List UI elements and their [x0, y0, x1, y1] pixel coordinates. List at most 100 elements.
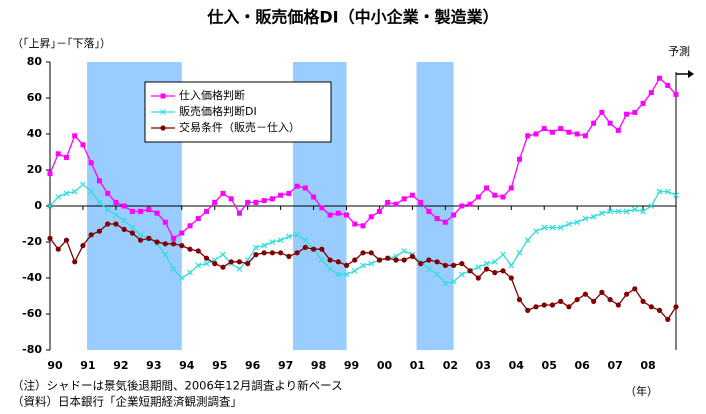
marker: [352, 257, 358, 263]
marker: [105, 190, 111, 196]
marker: [491, 258, 498, 265]
marker: [599, 109, 605, 115]
marker: [269, 239, 276, 245]
marker: [516, 297, 523, 303]
marker: [549, 302, 556, 308]
marker: [615, 127, 621, 133]
marker: [624, 111, 630, 117]
marker: [582, 133, 588, 139]
marker: [195, 216, 201, 222]
marker: [385, 255, 391, 261]
marker: [533, 131, 539, 137]
marker: [640, 298, 646, 304]
marker: [376, 257, 383, 263]
marker: [154, 239, 160, 245]
y-tick-label: -60: [22, 307, 42, 320]
marker: [623, 291, 630, 297]
marker: [590, 213, 597, 220]
marker: [475, 194, 481, 200]
marker: [656, 307, 663, 313]
marker: [203, 255, 210, 261]
marker: [220, 264, 226, 270]
y-tick-label: 20: [27, 163, 43, 176]
marker: [203, 260, 210, 267]
marker: [426, 208, 432, 214]
marker: [228, 196, 234, 202]
marker: [121, 217, 128, 224]
y-tick-label: 40: [27, 127, 43, 140]
marker: [582, 291, 588, 297]
marker: [220, 251, 226, 258]
marker: [541, 302, 547, 308]
marker: [88, 160, 94, 166]
marker: [393, 257, 399, 263]
x-tick-label: 08: [640, 359, 655, 372]
marker: [598, 210, 605, 217]
marker: [277, 237, 284, 244]
legend-marker: [160, 93, 166, 99]
marker: [631, 206, 638, 213]
x-tick-label: 92: [113, 359, 128, 372]
marker: [253, 252, 259, 258]
marker: [665, 82, 671, 88]
legend-marker: [160, 125, 166, 131]
marker: [162, 241, 168, 247]
marker: [285, 233, 292, 240]
marker: [434, 271, 441, 278]
marker: [261, 242, 268, 249]
marker: [632, 109, 638, 115]
annotation: （注）シャドーは景気後退期間、2006年12月調査より新ベース: [12, 379, 343, 393]
marker: [113, 221, 119, 227]
marker: [302, 185, 308, 191]
marker: [253, 199, 259, 205]
marker: [558, 126, 564, 132]
marker: [236, 266, 243, 272]
marker: [269, 250, 275, 256]
marker: [632, 286, 638, 292]
marker: [607, 208, 614, 215]
marker: [385, 199, 391, 205]
marker: [664, 188, 671, 195]
legend-label: 交易条件（販売－仕入）: [179, 120, 300, 134]
marker: [508, 262, 515, 269]
marker: [88, 188, 95, 195]
y-tick-label: 0: [34, 199, 42, 212]
marker: [500, 194, 506, 200]
y-tick-label: -80: [22, 343, 42, 356]
marker: [401, 257, 407, 263]
marker: [492, 270, 498, 276]
marker: [591, 120, 597, 126]
marker: [368, 260, 375, 267]
marker: [673, 304, 679, 310]
marker: [442, 262, 448, 268]
marker: [319, 246, 325, 252]
marker: [278, 250, 284, 256]
marker: [121, 226, 127, 232]
marker: [434, 216, 440, 222]
marker: [549, 224, 556, 231]
marker: [640, 208, 646, 215]
marker: [524, 237, 531, 244]
marker: [72, 133, 78, 139]
marker: [121, 203, 127, 209]
y-tick-label: -40: [22, 271, 42, 284]
marker: [335, 259, 341, 265]
marker: [409, 253, 416, 259]
marker: [360, 250, 366, 256]
marker: [47, 203, 53, 209]
marker: [171, 235, 177, 241]
marker: [187, 269, 193, 276]
marker: [55, 151, 61, 157]
x-tick-label: 05: [542, 359, 557, 372]
marker: [565, 221, 572, 227]
marker: [648, 304, 654, 310]
marker: [236, 210, 242, 216]
marker: [426, 257, 432, 263]
marker: [450, 278, 457, 285]
y-axis-label: （｢上昇｣－｢下落｣）: [12, 37, 111, 50]
x-tick-label: 97: [278, 359, 293, 372]
marker: [665, 316, 671, 322]
marker: [327, 266, 333, 272]
marker: [459, 261, 465, 267]
marker: [187, 223, 193, 229]
